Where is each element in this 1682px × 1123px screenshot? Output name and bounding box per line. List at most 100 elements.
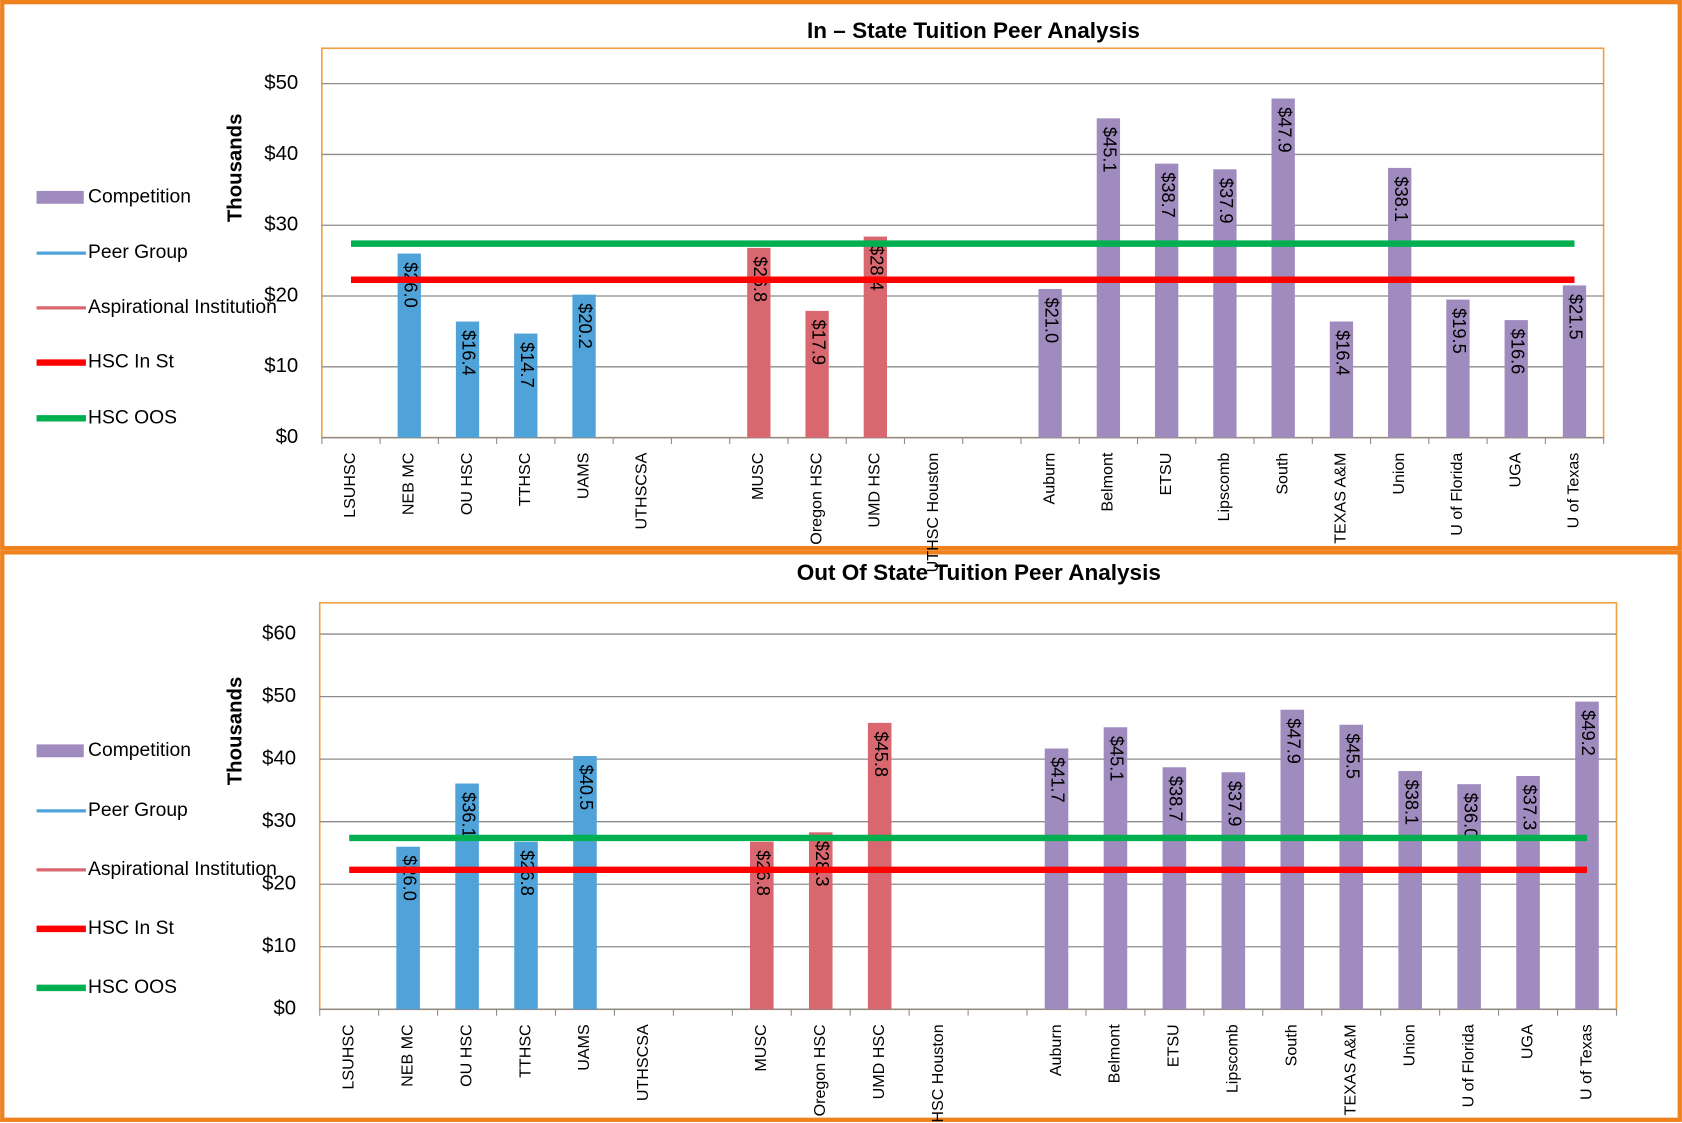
data-label: $49.2 <box>1578 710 1599 756</box>
x-tick-label: OU HSC <box>458 453 476 516</box>
y-tick-label: $0 <box>276 426 299 448</box>
y-tick-label: $30 <box>262 810 296 832</box>
bar <box>1155 163 1179 438</box>
data-label: $16.4 <box>459 330 480 376</box>
x-tick-label: UAMS <box>574 453 592 499</box>
y-tick-label: $40 <box>264 143 298 165</box>
data-label: $21.5 <box>1566 294 1587 340</box>
data-label: $16.6 <box>1507 329 1528 375</box>
legend-label: HSC OOS <box>88 977 177 998</box>
data-label: $37.9 <box>1216 178 1237 224</box>
bar <box>863 236 887 438</box>
x-tick-label: UTHSCSA <box>634 1024 652 1101</box>
legend-label: Competition <box>88 186 191 207</box>
chart-title: In – State Tuition Peer Analysis <box>807 18 1140 43</box>
x-tick-label: South <box>1283 1024 1301 1066</box>
x-tick-label: Lipscomb <box>1224 1024 1242 1093</box>
data-label: $26.8 <box>517 850 538 896</box>
data-label: $38.1 <box>1391 176 1412 222</box>
x-tick-label: MUSC <box>749 453 767 500</box>
bar <box>1044 748 1069 1010</box>
y-tick-label: $50 <box>264 72 298 94</box>
legend-label: Peer Group <box>88 242 188 263</box>
data-label: $38.7 <box>1158 172 1179 218</box>
x-tick-label: UTHSC Houston <box>929 1024 947 1123</box>
x-tick-label: Union <box>1400 1024 1418 1066</box>
data-label: $26.0 <box>399 855 420 901</box>
bar <box>750 841 774 1010</box>
legend-label: HSC In St <box>88 918 174 939</box>
bar <box>573 756 597 1010</box>
y-tick-label: $0 <box>273 998 296 1020</box>
data-label: $26.8 <box>753 850 774 896</box>
bar <box>1388 167 1412 438</box>
bar <box>1213 169 1237 438</box>
x-tick-label: Belmont <box>1099 452 1117 512</box>
x-tick-label: UAMS <box>575 1024 593 1070</box>
y-tick-label: $60 <box>262 622 296 644</box>
bar <box>455 321 480 438</box>
x-tick-label: Lipscomb <box>1215 453 1233 522</box>
data-label: $16.4 <box>1333 330 1354 376</box>
data-label: $40.5 <box>576 765 597 811</box>
x-tick-label: NEB MC <box>400 453 418 516</box>
bar <box>1516 776 1540 1010</box>
y-tick-label: $30 <box>264 214 298 236</box>
panel-frame <box>0 550 1682 1122</box>
data-label: $21.0 <box>1041 298 1062 344</box>
y-tick-label: $10 <box>262 935 296 957</box>
bar <box>867 722 892 1010</box>
x-tick-label: Belmont <box>1106 1024 1124 1084</box>
x-tick-label: UTHSC Houston <box>924 453 942 573</box>
legend-label: HSC In St <box>88 352 174 373</box>
bar <box>1271 98 1295 438</box>
data-label: $17.9 <box>808 319 829 365</box>
y-axis-title: Thousands <box>224 677 246 786</box>
y-tick-label: $10 <box>264 355 298 377</box>
legend-swatch <box>36 190 84 204</box>
data-label: $41.7 <box>1048 757 1069 803</box>
data-label: $28.4 <box>867 245 888 291</box>
legend-label: Peer Group <box>88 800 188 821</box>
data-label: $26.0 <box>400 262 421 308</box>
data-label: $45.5 <box>1342 733 1363 779</box>
legend-swatch <box>36 744 84 758</box>
x-tick-label: TEXAS A&M <box>1341 1024 1359 1115</box>
legend-label: HSC OOS <box>88 407 177 428</box>
x-tick-label: LSUHSC <box>339 1024 357 1089</box>
x-tick-label: UMD HSC <box>866 453 884 528</box>
x-tick-label: TTHSC <box>516 1024 534 1078</box>
x-tick-label: UGA <box>1506 452 1524 487</box>
data-label: $37.9 <box>1225 781 1246 827</box>
bar <box>572 294 596 438</box>
data-label: $38.7 <box>1166 776 1187 822</box>
x-tick-label: UTHSCSA <box>633 452 651 529</box>
data-label: $36.1 <box>458 792 479 838</box>
x-tick-label: Auburn <box>1040 453 1058 505</box>
data-label: $28.3 <box>812 841 833 887</box>
x-tick-label: U of Florida <box>1459 1024 1477 1107</box>
x-tick-label: Oregon HSC <box>811 1024 829 1116</box>
x-tick-label: TTHSC <box>516 453 534 507</box>
x-tick-label: LSUHSC <box>341 453 359 518</box>
x-tick-label: South <box>1273 453 1291 495</box>
y-axis-title: Thousands <box>224 114 246 223</box>
bar <box>1562 285 1587 438</box>
bar <box>514 841 538 1010</box>
bar <box>808 832 833 1010</box>
x-tick-label: NEB MC <box>398 1024 416 1087</box>
data-label: $14.7 <box>517 342 538 388</box>
bar <box>1038 288 1062 438</box>
data-label: $47.9 <box>1283 718 1304 764</box>
bar <box>1280 709 1305 1010</box>
x-tick-label: Union <box>1390 453 1408 495</box>
data-label: $36.0 <box>1460 793 1481 839</box>
x-tick-label: OU HSC <box>457 1024 475 1087</box>
data-label: $38.1 <box>1401 780 1422 826</box>
data-label: $45.1 <box>1100 127 1121 173</box>
bar <box>397 253 421 438</box>
data-label: $45.1 <box>1107 736 1128 782</box>
bar <box>1162 767 1187 1010</box>
y-tick-label: $20 <box>264 284 298 306</box>
